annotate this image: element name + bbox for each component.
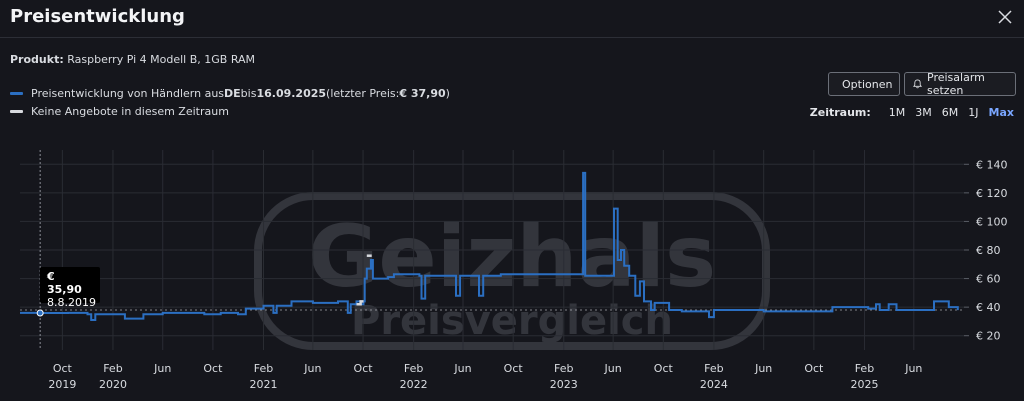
legend-item-no-offers[interactable]: Keine Angebote in diesem Zeitraum — [10, 102, 450, 120]
hover-marker — [36, 150, 44, 350]
x-tick-label: Feb — [103, 362, 122, 375]
legend-until: bis — [240, 86, 257, 100]
y-tick-label: € 40 — [976, 301, 1001, 314]
x-tick-year-label: 2021 — [250, 378, 278, 391]
hover-point — [36, 309, 44, 317]
x-tick-label: Oct — [53, 362, 73, 375]
chart-legend: Preisentwicklung von Händlern aus DE bis… — [10, 84, 450, 120]
x-tick-label: Oct — [203, 362, 223, 375]
chart-series — [20, 171, 959, 321]
y-tick-label: € 120 — [976, 187, 1008, 200]
product-label: Produkt: — [10, 53, 64, 66]
options-label: Optionen — [842, 77, 893, 91]
x-tick-label: Feb — [404, 362, 423, 375]
x-tick-year-label: 2022 — [400, 378, 428, 391]
legend-date: 16.09.2025 — [256, 86, 327, 100]
product-name: Raspberry Pi 4 Modell B, 1GB RAM — [67, 53, 256, 66]
legend-last-price-suffix: ) — [445, 86, 450, 100]
y-tick-label: € 140 — [976, 158, 1008, 171]
x-tick-label: Oct — [654, 362, 674, 375]
legend-no-offers-label: Keine Angebote in diesem Zeitraum — [31, 104, 229, 118]
options-button[interactable]: Optionen — [828, 72, 900, 96]
x-tick-year-label: 2019 — [48, 378, 76, 391]
y-tick-label: € 80 — [976, 244, 1001, 257]
series-no-offers-segment — [356, 300, 364, 306]
timerange-option-1m[interactable]: 1M — [888, 106, 906, 119]
x-tick-label: Feb — [855, 362, 874, 375]
legend-swatch-no-offers — [10, 109, 23, 113]
product-line: Produkt: Raspberry Pi 4 Modell B, 1GB RA… — [10, 53, 255, 66]
x-tick-label: Jun — [303, 362, 321, 375]
x-tick-label: Jun — [453, 362, 471, 375]
close-icon — [998, 10, 1012, 24]
legend-series-prefix: Preisentwicklung von Händlern aus — [31, 86, 225, 100]
dialog-title: Preisentwicklung — [10, 6, 185, 27]
x-tick-year-label: 2023 — [550, 378, 578, 391]
x-tick-label: Feb — [704, 362, 723, 375]
watermark-sub: Preisvergleich — [351, 298, 673, 344]
x-tick-label: Feb — [254, 362, 273, 375]
chart-grid — [20, 150, 964, 350]
series-price-line — [20, 171, 959, 321]
bell-icon — [913, 79, 922, 89]
dialog-header: Preisentwicklung — [0, 0, 1024, 38]
x-tick-label: Oct — [354, 362, 374, 375]
timerange-option-3m[interactable]: 3M — [915, 106, 932, 119]
timerange-selector: Zeitraum: 1M 3M 6M 1J Max — [810, 106, 1014, 119]
x-tick-year-label: 2024 — [700, 378, 728, 391]
x-axis: Oct 2019 Feb 2020 Jun Oct Feb 2021 Jun Oct Feb 2022… — [48, 362, 922, 391]
price-alert-button[interactable]: Preisalarm setzen — [904, 71, 1016, 97]
x-tick-label: Jun — [604, 362, 622, 375]
y-tick-label: € 100 — [976, 215, 1008, 228]
x-tick-year-label: 2020 — [99, 378, 127, 391]
timerange-option-max[interactable]: Max — [988, 106, 1014, 119]
x-tick-label: Oct — [804, 362, 824, 375]
timerange-option-6m[interactable]: 6M — [941, 106, 959, 119]
watermark: Geizhals Preisvergleich — [254, 192, 770, 350]
timerange-option-1j[interactable]: 1J — [968, 106, 979, 119]
legend-last-price-prefix: (letzter Preis: — [326, 86, 400, 100]
chart-tooltip: € 35,90 8.8.2019 — [40, 267, 100, 309]
y-tick-label: € 20 — [976, 330, 1001, 343]
x-tick-label: Jun — [153, 362, 171, 375]
x-tick-label: Jun — [904, 362, 922, 375]
y-axis: € 20 € 40 € 60 € 80 € 100 € 120 € 140 — [964, 158, 1008, 343]
watermark-brand: Geizhals — [308, 207, 716, 307]
tooltip-price: € 35,90 — [47, 270, 82, 296]
x-tick-label: Jun — [754, 362, 772, 375]
watermark-logo-block — [254, 192, 770, 350]
x-tick-label: Oct — [504, 362, 524, 375]
legend-last-price: € 37,90 — [399, 86, 446, 100]
y-tick-label: € 60 — [976, 273, 1001, 286]
price-alert-label: Preisalarm setzen — [927, 71, 985, 97]
legend-country: DE — [224, 86, 241, 100]
close-button[interactable] — [994, 6, 1016, 28]
legend-item-price-series[interactable]: Preisentwicklung von Händlern aus DE bis… — [10, 84, 450, 102]
x-tick-year-label: 2025 — [850, 378, 878, 391]
tooltip-date: 8.8.2019 — [47, 296, 96, 309]
legend-swatch-series — [10, 91, 23, 95]
x-tick-label: Feb — [554, 362, 573, 375]
timerange-label: Zeitraum: — [809, 106, 871, 119]
